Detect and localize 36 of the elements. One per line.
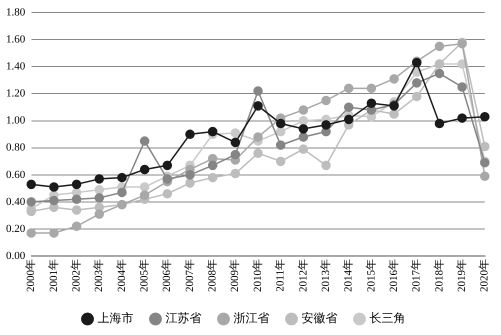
legend-label: 上海市 <box>98 311 134 326</box>
x-tick-label: 2004年 <box>116 259 128 292</box>
x-tick-label: 2016年 <box>388 259 400 292</box>
x-tick-label: 2014年 <box>342 259 355 292</box>
y-tick-label: 0.40 <box>6 196 26 208</box>
y-tick-label: 1.00 <box>6 114 26 127</box>
x-tick-label: 2013年 <box>320 259 332 292</box>
y-tick-label: 1.80 <box>6 6 26 18</box>
x-tick-label: 2008年 <box>206 259 219 292</box>
x-tick-label: 2009年 <box>229 259 242 292</box>
x-tick-label: 2007年 <box>184 259 196 292</box>
legend-label: 安徽省 <box>302 311 338 326</box>
x-tick-label: 2012年 <box>297 259 310 292</box>
y-tick-label: 0.80 <box>6 142 26 154</box>
x-tick-label: 2006年 <box>161 259 174 292</box>
y-tick-label: 0.00 <box>6 250 26 262</box>
x-tick-label: 2019年 <box>456 259 468 292</box>
legend-label: 浙江省 <box>234 311 270 326</box>
x-tick-label: 2011年 <box>274 259 287 292</box>
x-tick-label: 2017年 <box>410 259 423 292</box>
x-tick-label: 2020年 <box>478 259 491 292</box>
x-tick-label: 2001年 <box>48 259 60 292</box>
x-tick-label: 2018年 <box>433 259 446 292</box>
x-tick-label: 2003年 <box>93 259 106 292</box>
legend-label: 江苏省 <box>166 311 202 326</box>
y-tick-label: 1.20 <box>6 88 26 100</box>
y-tick-label: 0.60 <box>6 168 26 181</box>
x-tick-label: 2002年 <box>70 259 82 292</box>
x-tick-label: 2005年 <box>138 259 151 292</box>
x-tick-label: 2000年 <box>25 259 38 292</box>
x-tick-label: 2010年 <box>252 259 264 292</box>
x-tick-label: 2015年 <box>365 259 378 292</box>
legend-label: 长三角 <box>370 311 406 326</box>
y-tick-label: 1.40 <box>6 60 26 73</box>
y-tick-label: 0.20 <box>6 222 26 235</box>
y-tick-label: 1.60 <box>6 34 26 46</box>
